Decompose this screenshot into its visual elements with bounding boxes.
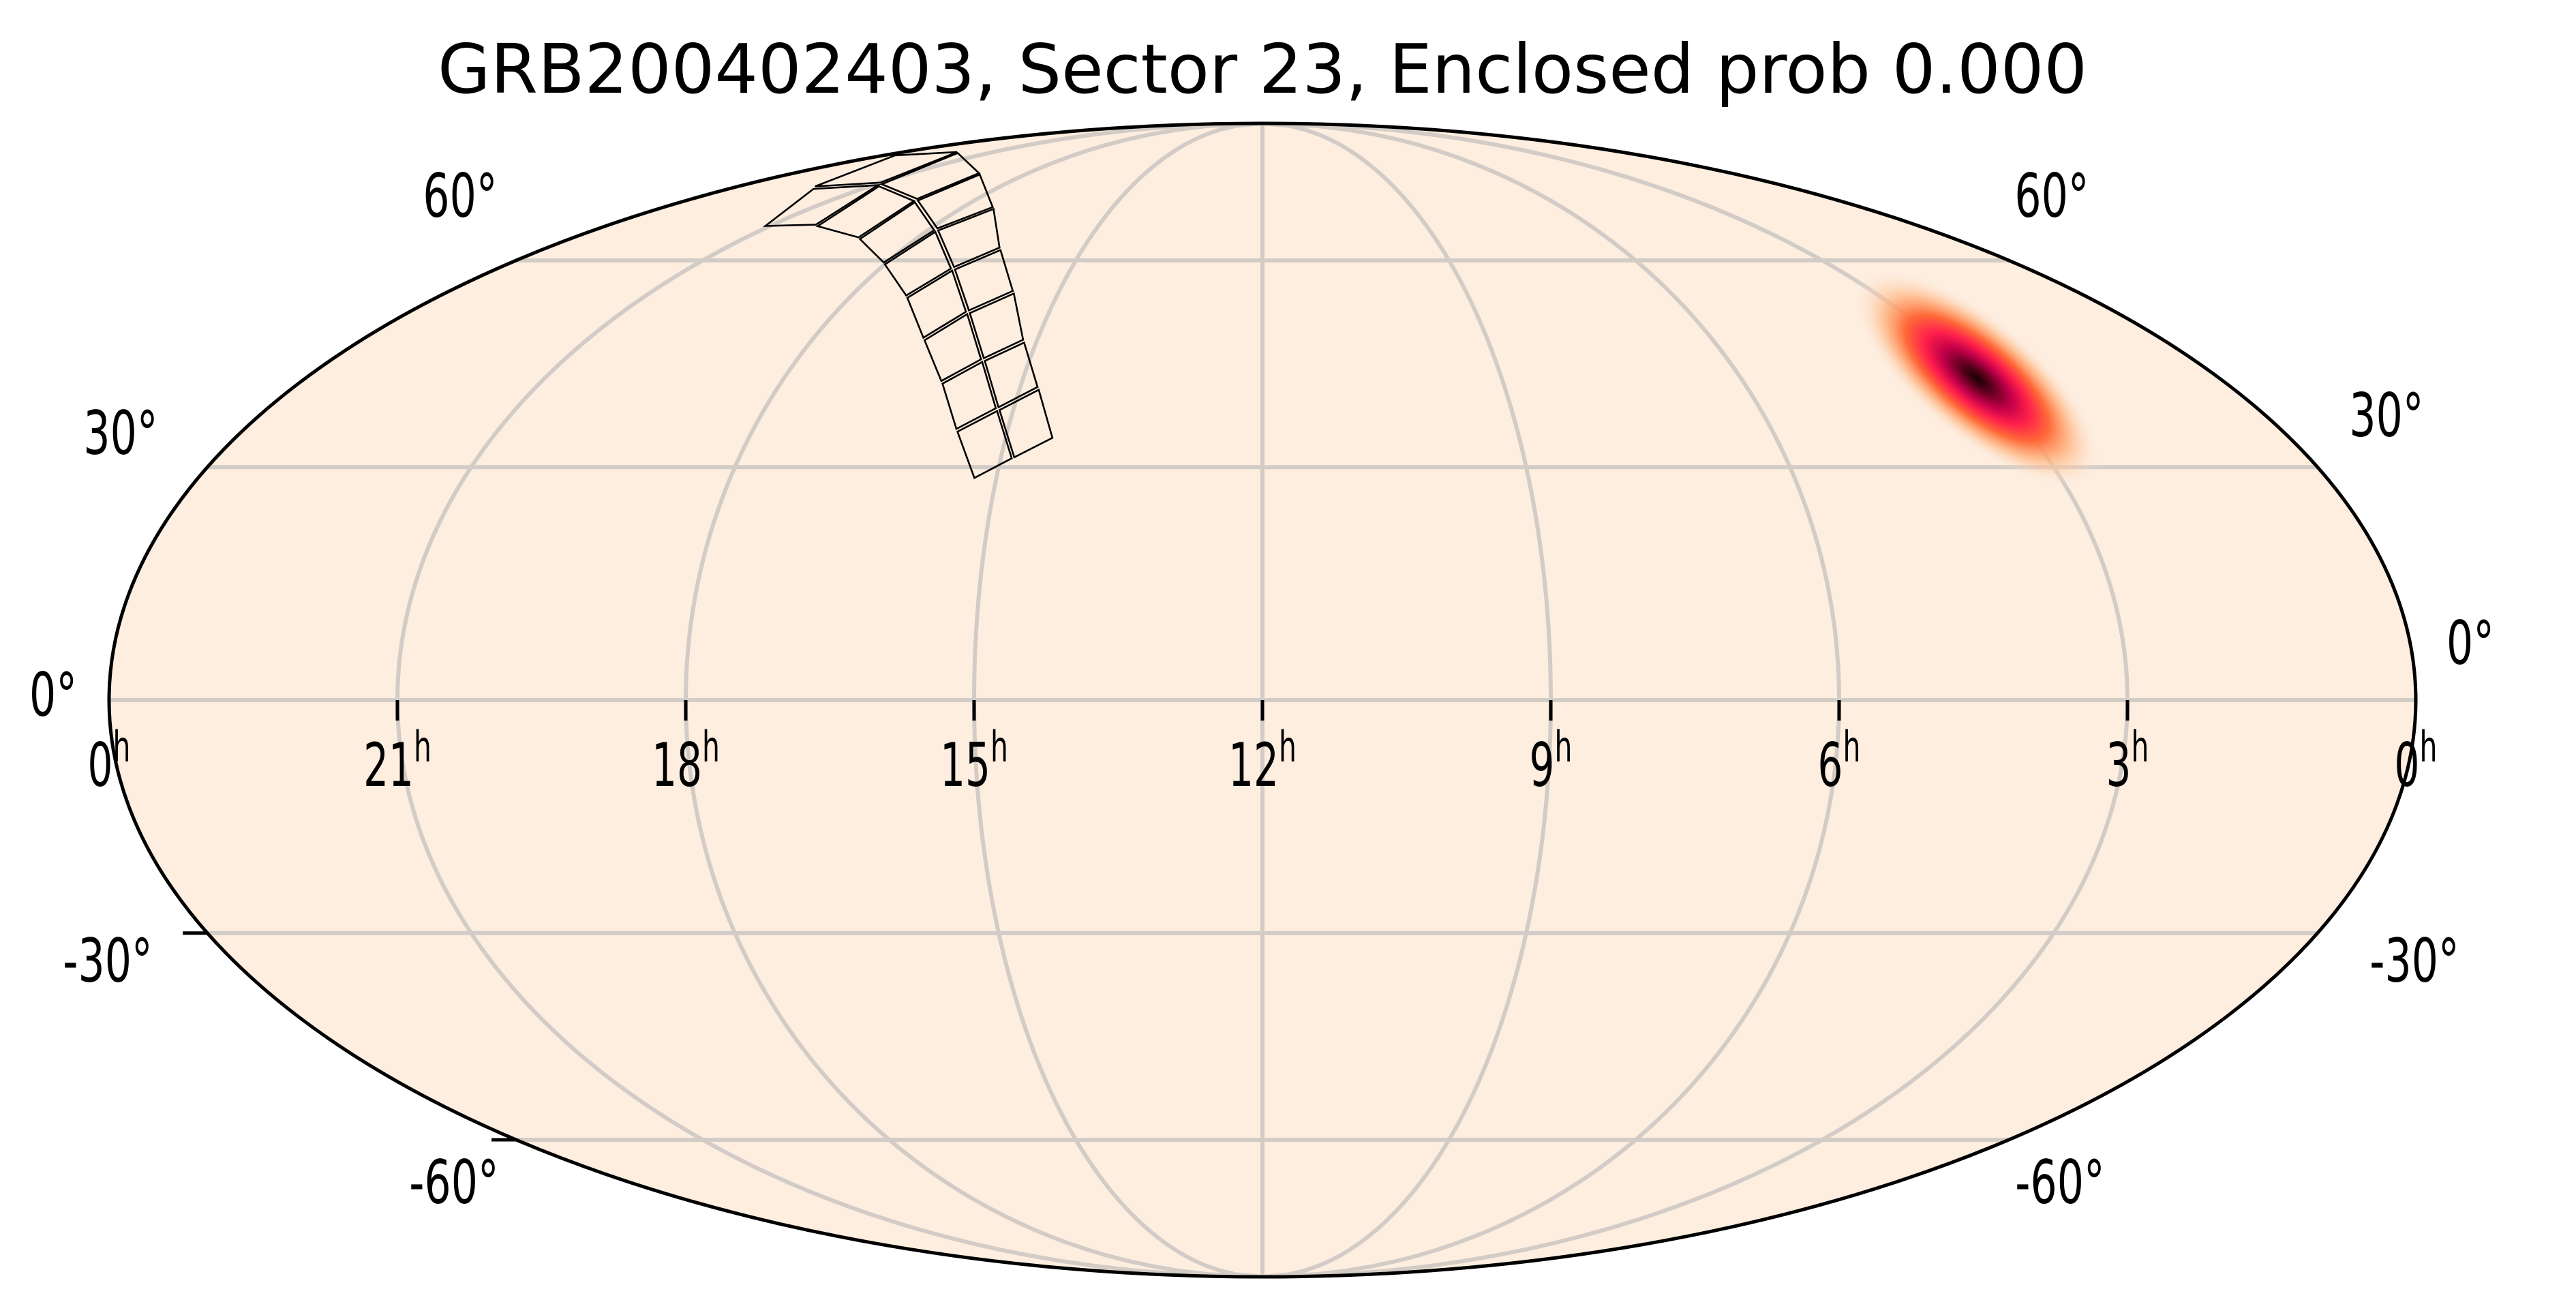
ra-tick-text: 21h bbox=[363, 723, 431, 800]
dec-tick-label-left: -30° bbox=[63, 926, 152, 996]
ccd-tile bbox=[998, 388, 1054, 459]
ccd-tile bbox=[858, 200, 936, 264]
ra-tick-text: 0h bbox=[88, 723, 131, 800]
ra-tick-label: 6h bbox=[1818, 723, 1861, 800]
ccd-tile bbox=[984, 341, 1039, 409]
dec-tick-text: 60° bbox=[423, 162, 497, 231]
dec-tick-label-right: -60° bbox=[2015, 1148, 2104, 1218]
ccd-tile bbox=[956, 410, 1013, 479]
ra-tick-label: 18h bbox=[652, 723, 720, 800]
ra-tick-text: 18h bbox=[652, 723, 720, 800]
ra-tick-text: 9h bbox=[1530, 723, 1573, 800]
ccd-tile bbox=[815, 185, 916, 239]
ccd-tile bbox=[906, 269, 967, 339]
dec-tick-label-right: 30° bbox=[2349, 381, 2423, 451]
dec-tick-text: 60° bbox=[2014, 162, 2089, 231]
probability-peak bbox=[1853, 269, 2101, 487]
ra-tick-text: 6h bbox=[1818, 723, 1861, 800]
ra-tick-label: 0h bbox=[2395, 723, 2438, 800]
ra-tick-label: 12h bbox=[1228, 723, 1297, 800]
ccd-tile bbox=[969, 292, 1025, 360]
ra-tick-label: 15h bbox=[940, 723, 1008, 800]
dec-tick-label-left: 0° bbox=[29, 661, 77, 730]
ra-tick-text: 3h bbox=[2106, 723, 2149, 800]
ccd-tile bbox=[815, 151, 958, 187]
dec-tick-label-right: 0° bbox=[2446, 609, 2494, 678]
chart-title: GRB200402403, Sector 23, Enclosed prob 0… bbox=[438, 29, 2087, 109]
dec-tick-text: 0° bbox=[2446, 609, 2494, 678]
ccd-tile bbox=[954, 249, 1014, 312]
ra-tick-label: 21h bbox=[363, 723, 431, 800]
ccd-tile bbox=[883, 230, 952, 297]
ccd-tile bbox=[937, 207, 1001, 269]
ra-tick-label: 3h bbox=[2106, 723, 2149, 800]
ra-tick-text: 0h bbox=[2395, 723, 2438, 800]
ccd-tile bbox=[879, 151, 981, 200]
dec-tick-label-right: 60° bbox=[2014, 162, 2089, 231]
dec-tick-text: -30° bbox=[2369, 926, 2459, 996]
dec-tick-label-right: -30° bbox=[2369, 926, 2459, 996]
ra-tick-label: 9h bbox=[1530, 723, 1573, 800]
ccd-tile bbox=[916, 173, 994, 230]
dec-tick-text: -60° bbox=[2015, 1148, 2104, 1218]
dec-tick-label-left: 60° bbox=[423, 162, 497, 231]
ra-tick-text: 12h bbox=[1228, 723, 1297, 800]
dec-tick-label-left: 30° bbox=[83, 399, 157, 468]
sky-outline bbox=[107, 121, 2418, 1279]
dec-tick-text: 30° bbox=[83, 399, 157, 468]
sector-footprint bbox=[762, 151, 1054, 479]
ra-tick-text: 15h bbox=[940, 723, 1008, 800]
dec-tick-label-left: -60° bbox=[409, 1148, 498, 1218]
axis-ticks: 0h 21h 18h 15h 12h 9h 6h 3h 0h 60° 60° 30° 30° 0° 0° -3… bbox=[29, 162, 2494, 1218]
ccd-tile bbox=[762, 184, 881, 227]
dec-tick-text: 30° bbox=[2349, 381, 2423, 451]
dec-tick-text: -30° bbox=[63, 926, 152, 996]
dec-tick-text: -60° bbox=[409, 1148, 498, 1218]
ra-tick-label: 0h bbox=[88, 723, 131, 800]
dec-tick-text: 0° bbox=[29, 661, 77, 730]
ccd-tile bbox=[923, 312, 982, 382]
ccd-tile bbox=[941, 361, 997, 430]
